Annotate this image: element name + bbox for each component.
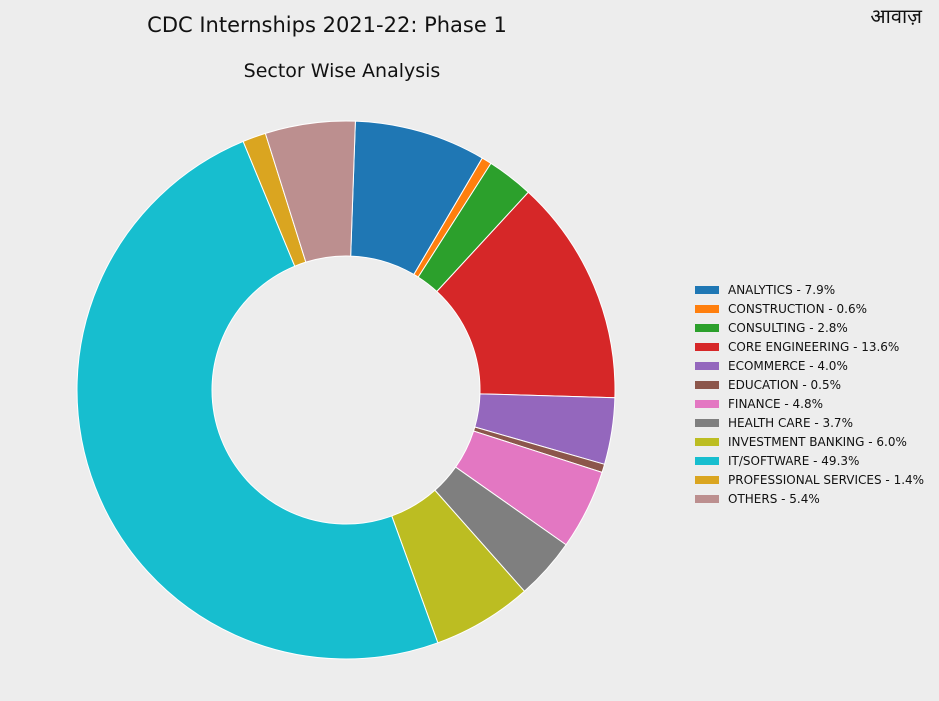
legend-label-8: INVESTMENT BANKING - 6.0% bbox=[728, 435, 907, 449]
legend-swatch-4 bbox=[695, 362, 719, 370]
legend-label-6: FINANCE - 4.8% bbox=[728, 397, 823, 411]
legend-swatch-2 bbox=[695, 324, 719, 332]
legend-label-7: HEALTH CARE - 3.7% bbox=[728, 416, 853, 430]
legend-label-1: CONSTRUCTION - 0.6% bbox=[728, 302, 867, 316]
legend-swatch-3 bbox=[695, 343, 719, 351]
legend-label-4: ECOMMERCE - 4.0% bbox=[728, 359, 848, 373]
legend-swatch-7 bbox=[695, 419, 719, 427]
legend-swatch-9 bbox=[695, 457, 719, 465]
legend-swatch-1 bbox=[695, 305, 719, 313]
legend-label-10: PROFESSIONAL SERVICES - 1.4% bbox=[728, 473, 924, 487]
chart-title: CDC Internships 2021-22: Phase 1 bbox=[147, 13, 507, 37]
legend-swatch-0 bbox=[695, 286, 719, 294]
legend-swatch-10 bbox=[695, 476, 719, 484]
donut-group bbox=[76, 120, 616, 660]
legend-swatch-8 bbox=[695, 438, 719, 446]
pie-slice-3 bbox=[436, 191, 616, 399]
legend-label-3: CORE ENGINEERING - 13.6% bbox=[728, 340, 899, 354]
legend-label-9: IT/SOFTWARE - 49.3% bbox=[728, 454, 859, 468]
pie-slice-11 bbox=[264, 120, 356, 263]
watermark-logo: आवाज़ bbox=[870, 4, 923, 28]
legend: ANALYTICS - 7.9% CONSTRUCTION - 0.6% CONSU… bbox=[695, 283, 924, 506]
chart-subtitle: Sector Wise Analysis bbox=[244, 60, 441, 82]
legend-label-0: ANALYTICS - 7.9% bbox=[728, 283, 835, 297]
legend-swatch-5 bbox=[695, 381, 719, 389]
legend-label-5: EDUCATION - 0.5% bbox=[728, 378, 841, 392]
legend-label-2: CONSULTING - 2.8% bbox=[728, 321, 848, 335]
legend-swatch-6 bbox=[695, 400, 719, 408]
pie-slice-9 bbox=[76, 140, 439, 660]
legend-swatch-11 bbox=[695, 495, 719, 503]
legend-label-11: OTHERS - 5.4% bbox=[728, 492, 820, 506]
